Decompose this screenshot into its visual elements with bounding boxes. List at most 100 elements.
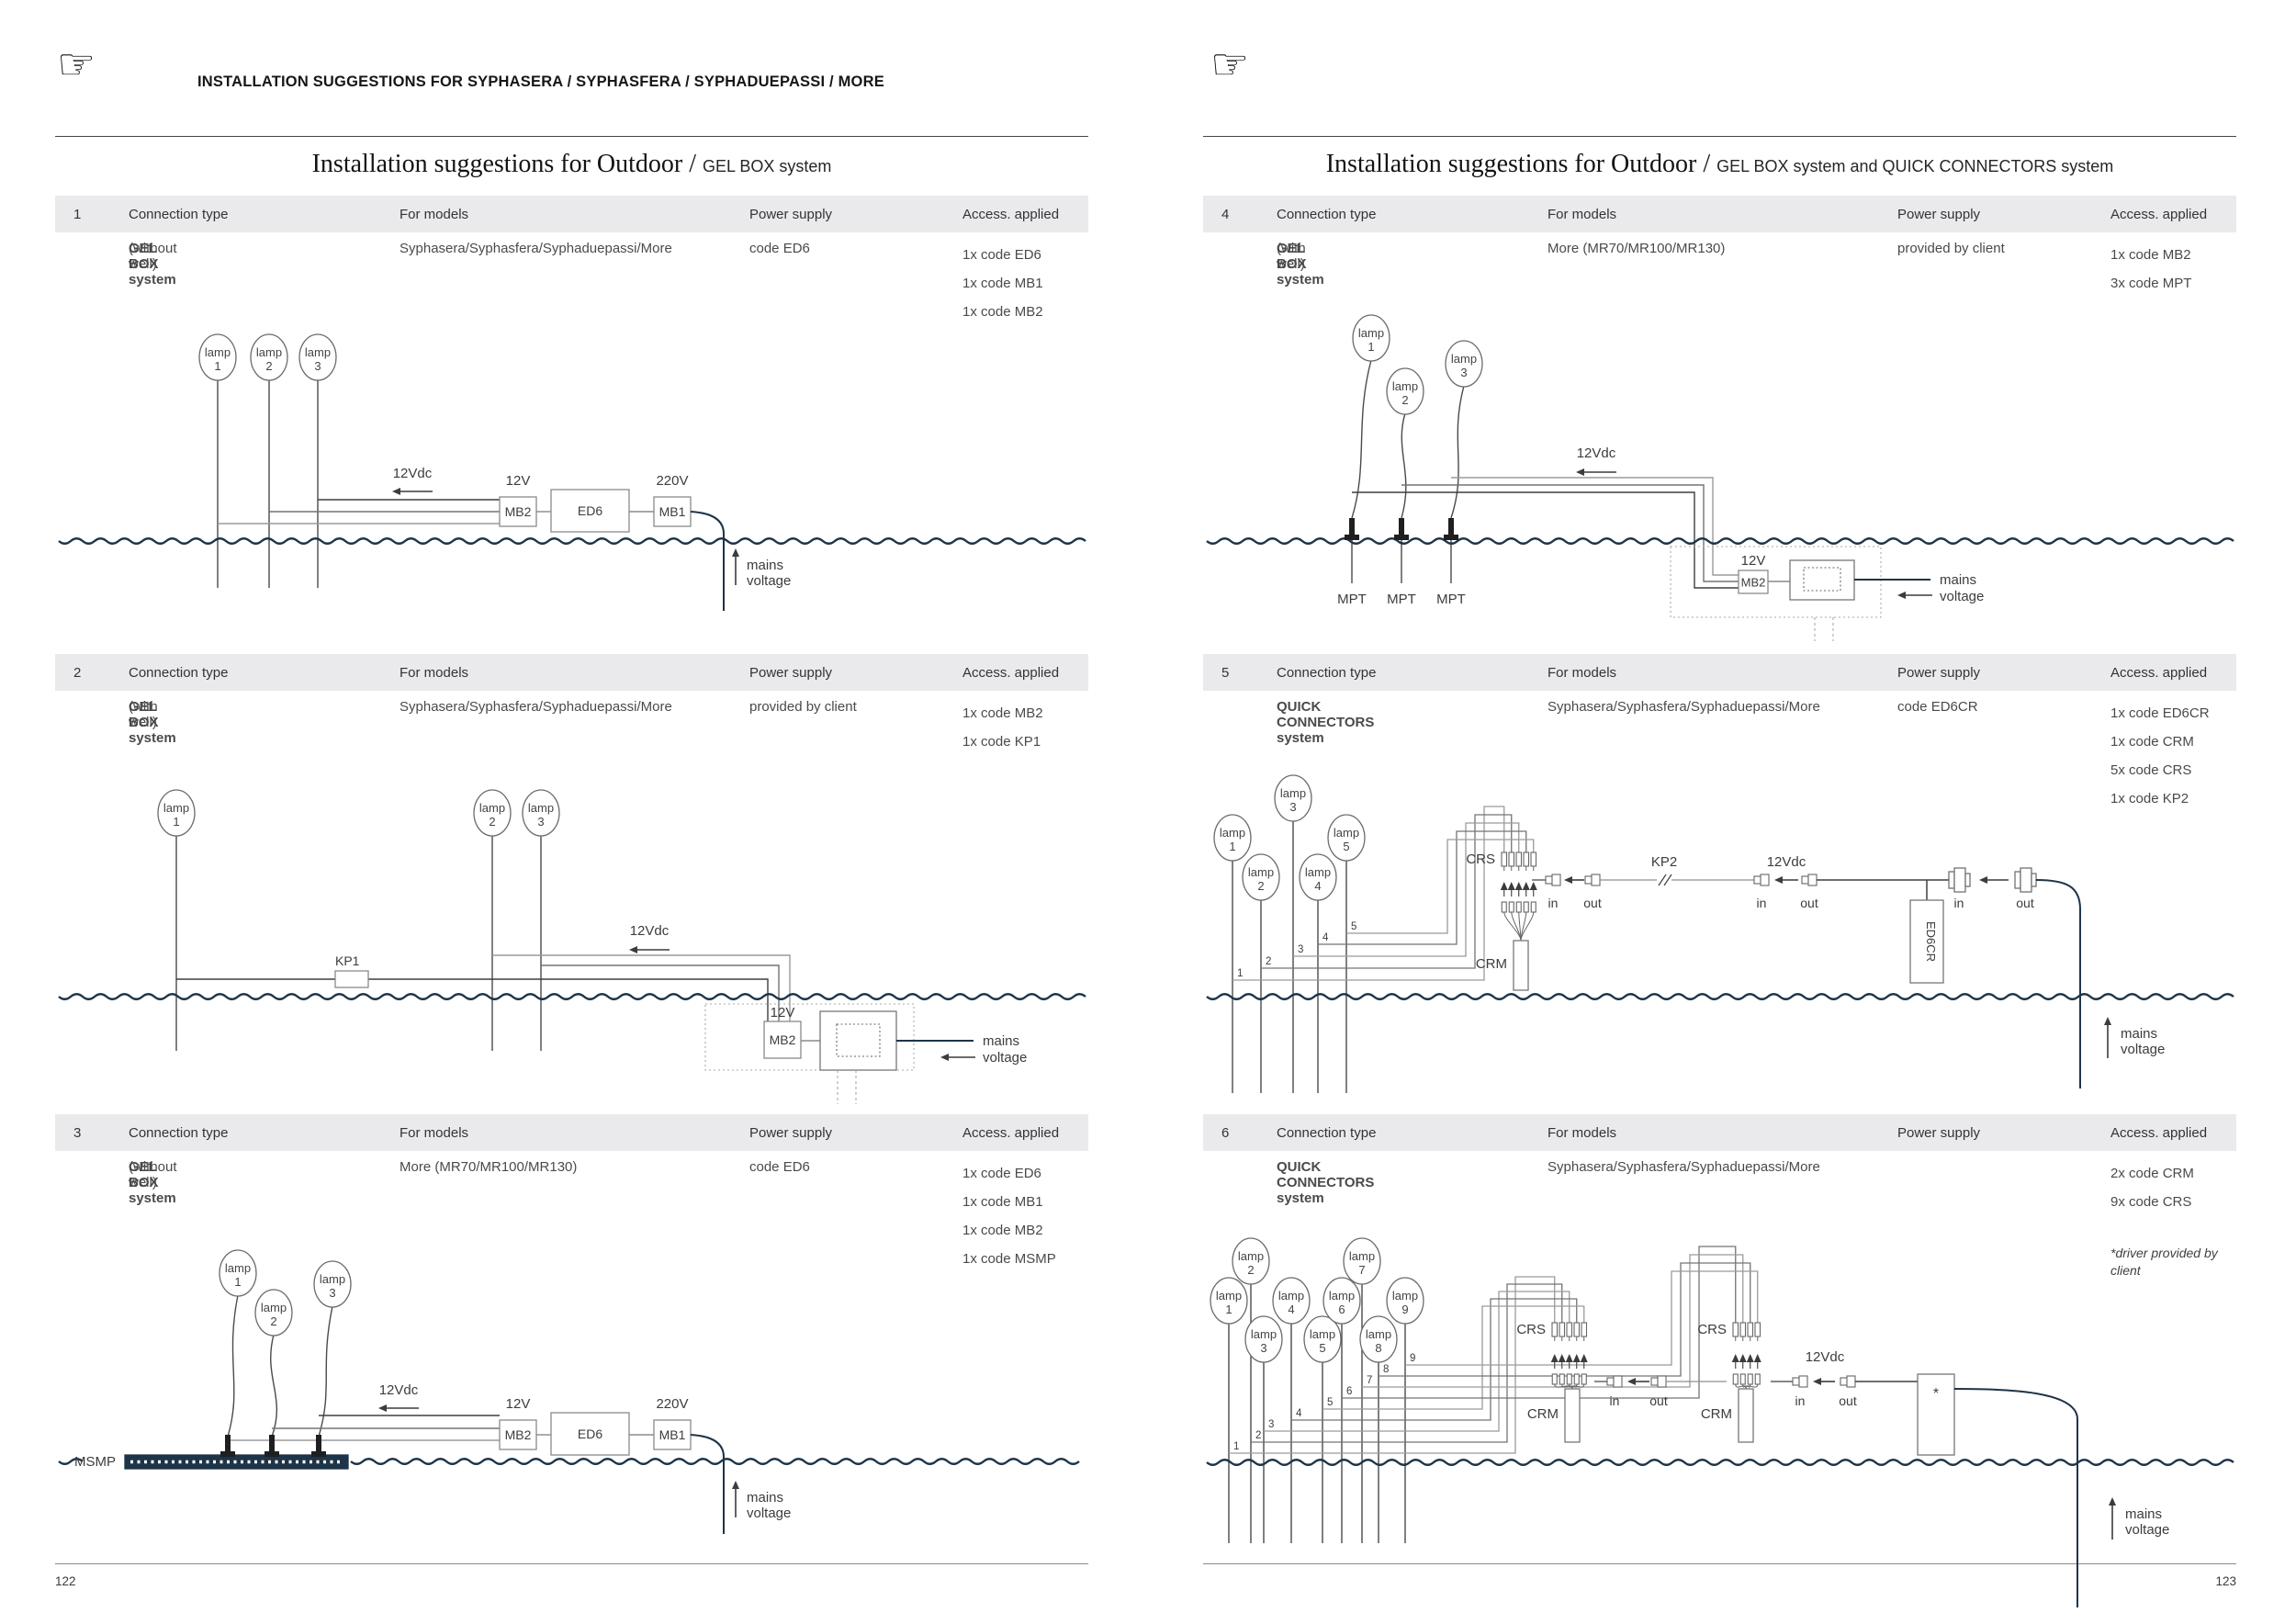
box: [1650, 1377, 1659, 1386]
arrow-head: [1514, 882, 1523, 890]
lamp-circle: [1232, 1237, 1270, 1285]
arrow-head: [1565, 1354, 1573, 1362]
left-arrow: [629, 946, 670, 953]
col-connection-type: Connection type: [129, 1125, 229, 1141]
lamp-word: lamp: [1248, 865, 1274, 879]
lamp-word: lamp: [1349, 1249, 1375, 1263]
lamp-word: lamp: [1310, 1327, 1335, 1341]
mpt-label: MPT: [1436, 592, 1466, 607]
up-arrow-small: [1514, 882, 1523, 897]
access-item: 1x code MSMP: [962, 1251, 1056, 1267]
v220-label: 220V: [656, 473, 688, 489]
wire-number: 4: [1322, 932, 1329, 943]
access-item: 1x code MB1: [962, 276, 1043, 291]
lamp-number: 3: [1260, 1341, 1266, 1355]
arrow-head: [1564, 876, 1572, 884]
connection-name: GEL BOX system: [129, 241, 176, 288]
up-arrow-small: [1500, 882, 1508, 897]
lamp-cable: [1405, 1270, 1759, 1366]
col-power-supply: Power supply: [749, 1125, 833, 1141]
col-connection-type: Connection type: [1277, 665, 1377, 681]
mains-cable: [690, 1434, 725, 1534]
arrow-head: [940, 1054, 949, 1061]
mains-voltage-arrow: [2109, 1497, 2116, 1539]
well-inner-dotted: [1803, 567, 1841, 592]
cluster-plug: [1508, 901, 1514, 913]
connection-variant: (with well): [1277, 241, 1306, 272]
lamp-cable: [1291, 1298, 1578, 1421]
v12-label: 12V: [506, 473, 531, 489]
cable-break: [1663, 874, 1672, 886]
cable-path: [541, 964, 780, 1021]
connection-variant: (without well): [129, 1159, 177, 1190]
access-item: 1x code ED6: [962, 1166, 1041, 1181]
arrow-head: [392, 488, 400, 495]
arrow-head: [1558, 1354, 1566, 1362]
well-enclosure: [704, 1003, 915, 1071]
col-for-models: For models: [1548, 665, 1617, 681]
for-models-value: Syphasera/Syphasfera/Syphaduepassi/More: [1548, 699, 1820, 715]
page-title-separator: /: [682, 150, 703, 178]
lamp-number: 1: [234, 1275, 241, 1289]
arrow-head: [1576, 468, 1584, 476]
arrow-head: [1979, 876, 1987, 884]
left-arrow: [1576, 468, 1616, 476]
lamp-cable: [1379, 1262, 1751, 1377]
col-connection-type: Connection type: [129, 665, 229, 681]
lamp-number: 1: [173, 815, 179, 829]
crm-plug-cluster: [1501, 901, 1536, 942]
mains-voltage-arrow: [732, 1481, 739, 1517]
crs-label: CRS: [1697, 1322, 1727, 1337]
top-rule: [1203, 136, 2236, 137]
connection-name: GEL BOX system: [129, 699, 176, 746]
access-item: 1x code KP1: [962, 734, 1041, 750]
driver-note: *driver provided by client: [2110, 1246, 2218, 1278]
lamp-stem: [318, 1305, 333, 1438]
quick-connector-plug: [1948, 867, 1971, 893]
mains-label: mains: [2125, 1506, 2162, 1522]
mains-label: mains: [747, 1490, 783, 1506]
left-arrow: [1897, 592, 1932, 599]
pointing-hand-icon: ☞: [57, 39, 96, 88]
crs-connector: [1573, 1322, 1581, 1337]
mpt-peg: [1394, 518, 1409, 540]
lamp-number: 1: [214, 359, 220, 373]
lamp-number: 2: [265, 359, 272, 373]
in-label: in: [1795, 1393, 1806, 1408]
voltage-label: voltage: [2121, 1042, 2165, 1057]
lamp-circle: [254, 1289, 293, 1336]
lamp-circle: [1210, 1277, 1248, 1325]
power-supply-value: code ED6: [749, 1159, 810, 1175]
lamp-circle: [1274, 774, 1312, 822]
crs-connector: [1754, 1322, 1761, 1337]
left-arrow: [392, 488, 433, 495]
row-number: 1: [73, 207, 82, 222]
crs-connector: [1747, 1322, 1754, 1337]
col-access-applied: Access. applied: [2110, 1125, 2208, 1141]
mpt-label: MPT: [1337, 592, 1367, 607]
lamp-word: lamp: [1329, 1289, 1355, 1303]
lamp-word: lamp: [479, 801, 505, 815]
lamp-word: lamp: [528, 801, 554, 815]
lamp-number: 2: [270, 1314, 276, 1328]
access-item: 1x code ED6: [962, 247, 1041, 263]
row-number: 3: [73, 1125, 82, 1141]
spec-table-header: 4 Connection type For models Power supply Ac…: [1203, 196, 2236, 232]
kp1-box: [334, 970, 369, 988]
voltage-label: voltage: [747, 1506, 791, 1521]
crs-connector-bank: [1732, 1322, 1761, 1341]
crs-connector: [1523, 851, 1530, 867]
crs-connector: [1581, 1322, 1588, 1337]
access-applied-list: 1x code ED6 1x code MB1 1x code MB2: [962, 241, 1091, 326]
lamp-cable: [1264, 1291, 1570, 1432]
lamp-number: 4: [1288, 1303, 1294, 1316]
lamp-cable: [1322, 1305, 1585, 1410]
page-number: 123: [2215, 1574, 2236, 1588]
up-arrow-small: [1529, 882, 1537, 897]
lamp-circle: [473, 789, 512, 837]
